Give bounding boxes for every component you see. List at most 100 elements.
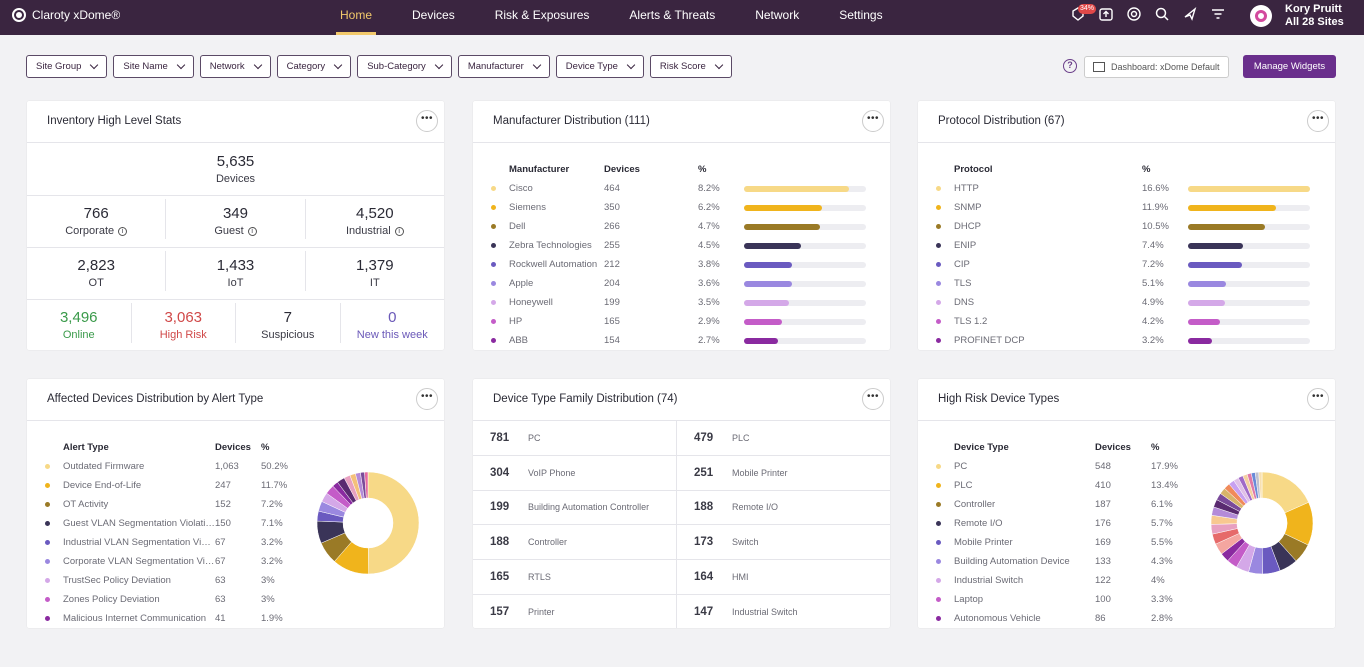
new-this-week-stat[interactable]: 0 New this week [341, 303, 445, 343]
device-family-cell[interactable]: 164 HMI [677, 560, 881, 594]
table-row[interactable]: Controller 187 6.1% [936, 495, 1191, 514]
nav-alerts-threats[interactable]: Alerts & Threats [629, 8, 716, 22]
iot-stat[interactable]: 1,433 IoT [166, 251, 306, 291]
app-logo[interactable]: Claroty xDome® [12, 8, 120, 22]
table-row[interactable]: Rockwell Automation 212 3.8% [491, 255, 869, 274]
high-risk-stat[interactable]: 3,063 High Risk [132, 303, 236, 343]
table-row[interactable]: Corporate VLAN Segmentation Violation 67… [45, 552, 301, 571]
table-row[interactable]: TLS 1.2 4.2% [936, 312, 1313, 331]
table-row[interactable]: Industrial Switch 122 4% [936, 571, 1191, 590]
filter-icon[interactable] [1210, 6, 1226, 22]
upload-icon[interactable] [1098, 6, 1114, 22]
table-row[interactable]: Autonomous Vehicle 86 2.8% [936, 609, 1191, 628]
shield-icon[interactable] [1126, 6, 1142, 22]
device-family-cell[interactable]: 188 Controller [473, 525, 677, 560]
search-icon[interactable] [1154, 6, 1170, 22]
industrial-stat[interactable]: 4,520 Industrial i [306, 199, 444, 239]
table-row[interactable]: DNS 4.9% [936, 293, 1313, 312]
donut-slice[interactable] [1258, 471, 1263, 499]
table-row[interactable]: Dell 266 4.7% [491, 217, 869, 236]
table-row[interactable]: HTTP 16.6% [936, 179, 1313, 198]
table-row[interactable]: Guest VLAN Segmentation Violation 150 7.… [45, 514, 301, 533]
user-avatar[interactable] [1250, 5, 1272, 27]
more-options-icon[interactable]: ••• [1307, 110, 1329, 132]
filter-site-group[interactable]: Site Group [26, 55, 108, 78]
more-options-icon[interactable]: ••• [862, 110, 884, 132]
table-row[interactable]: Zones Policy Deviation 63 3% [45, 590, 301, 609]
corporate-stat[interactable]: 766 Corporate i [27, 199, 167, 239]
filter-risk-score[interactable]: Risk Score [649, 55, 732, 78]
help-icon[interactable]: ? [1063, 59, 1077, 73]
info-icon[interactable]: i [394, 226, 404, 236]
filter-site-name[interactable]: Site Name [113, 55, 194, 78]
filter-device-type[interactable]: Device Type [555, 55, 644, 78]
donut-slice[interactable] [364, 471, 369, 499]
device-family-cell[interactable]: 251 Mobile Printer [677, 456, 881, 490]
more-options-icon[interactable]: ••• [1307, 388, 1329, 410]
table-row[interactable]: Device End-of-Life 247 11.7% [45, 476, 301, 495]
nav-home[interactable]: Home [320, 0, 392, 35]
alert-type-donut-chart[interactable] [315, 470, 421, 576]
filter-network[interactable]: Network [199, 55, 271, 78]
table-row[interactable]: ENIP 7.4% [936, 236, 1313, 255]
table-row[interactable]: HP 165 2.9% [491, 312, 869, 331]
more-options-icon[interactable]: ••• [862, 388, 884, 410]
device-family-cell[interactable]: 147 Industrial Switch [677, 595, 881, 628]
manage-widgets-button[interactable]: Manage Widgets [1243, 55, 1336, 78]
table-row[interactable]: PLC 410 13.4% [936, 476, 1191, 495]
device-type-name: Remote I/O [954, 518, 1003, 529]
table-row[interactable]: CIP 7.2% [936, 255, 1313, 274]
device-family-cell[interactable]: 173 Switch [677, 525, 881, 559]
table-row[interactable]: Outdated Firmware 1,063 50.2% [45, 457, 301, 476]
table-row[interactable]: TLS 5.1% [936, 274, 1313, 293]
table-row[interactable]: PROFINET DCP 3.2% [936, 331, 1313, 350]
table-row[interactable]: Apple 204 3.6% [491, 274, 869, 293]
device-family-cell[interactable]: 304 VoIP Phone [473, 455, 677, 490]
filter-manufacturer[interactable]: Manufacturer [457, 55, 550, 78]
user-menu[interactable]: Kory Pruitt All 28 Sites [1285, 3, 1344, 29]
table-row[interactable]: Honeywell 199 3.5% [491, 293, 869, 312]
table-row[interactable]: TrustSec Policy Deviation 63 3% [45, 571, 301, 590]
online-stat[interactable]: 3,496 Online [27, 303, 132, 343]
more-options-icon[interactable]: ••• [416, 110, 438, 132]
table-row[interactable]: Siemens 350 6.2% [491, 198, 869, 217]
nav-network[interactable]: Network [755, 8, 800, 22]
total-devices-stat[interactable]: 5,635 Devices [27, 153, 444, 185]
alert-badge-icon[interactable]: 34% [1070, 4, 1097, 22]
device-family-cell[interactable]: 165 RTLS [473, 560, 677, 594]
donut-slice[interactable] [367, 471, 420, 575]
filter-sub-category[interactable]: Sub-Category [357, 55, 452, 78]
table-row[interactable]: Mobile Printer 169 5.5% [936, 533, 1191, 552]
table-row[interactable]: ABB 154 2.7% [491, 331, 869, 350]
filter-category[interactable]: Category [276, 55, 352, 78]
info-icon[interactable]: i [247, 226, 257, 236]
guest-stat[interactable]: 349 Guest i [166, 199, 306, 239]
nav-devices[interactable]: Devices [412, 8, 455, 22]
table-row[interactable]: Laptop 100 3.3% [936, 590, 1191, 609]
info-icon[interactable]: i [118, 226, 128, 236]
suspicious-stat[interactable]: 7 Suspicious [236, 303, 341, 343]
table-row[interactable]: DHCP 10.5% [936, 217, 1313, 236]
table-row[interactable]: Remote I/O 176 5.7% [936, 514, 1191, 533]
ot-stat[interactable]: 2,823 OT [27, 251, 167, 291]
table-row[interactable]: Industrial VLAN Segmentation Violation 6… [45, 533, 301, 552]
table-row[interactable]: Malicious Internet Communication 41 1.9% [45, 609, 301, 628]
dashboard-selector[interactable]: Dashboard: xDome Default [1084, 56, 1229, 78]
nav-risk-exposures[interactable]: Risk & Exposures [494, 8, 590, 22]
table-row[interactable]: SNMP 11.9% [936, 198, 1313, 217]
table-row[interactable]: OT Activity 152 7.2% [45, 495, 301, 514]
device-family-cell[interactable]: 781 PC [473, 421, 677, 455]
device-family-cell[interactable]: 188 Remote I/O [677, 491, 881, 525]
table-row[interactable]: Building Automation Device 133 4.3% [936, 552, 1191, 571]
table-row[interactable]: Cisco 464 8.2% [491, 179, 869, 198]
table-row[interactable]: PC 548 17.9% [936, 457, 1191, 476]
nav-settings[interactable]: Settings [839, 8, 883, 22]
table-row[interactable]: Zebra Technologies 255 4.5% [491, 236, 869, 255]
device-family-cell[interactable]: 157 Printer [473, 594, 677, 628]
device-family-cell[interactable]: 479 PLC [677, 421, 881, 455]
more-options-icon[interactable]: ••• [416, 388, 438, 410]
bell-icon[interactable] [1182, 6, 1198, 22]
high-risk-donut-chart[interactable] [1209, 470, 1315, 576]
it-stat[interactable]: 1,379 IT [306, 251, 444, 291]
device-family-cell[interactable]: 199 Building Automation Controller [473, 490, 677, 525]
